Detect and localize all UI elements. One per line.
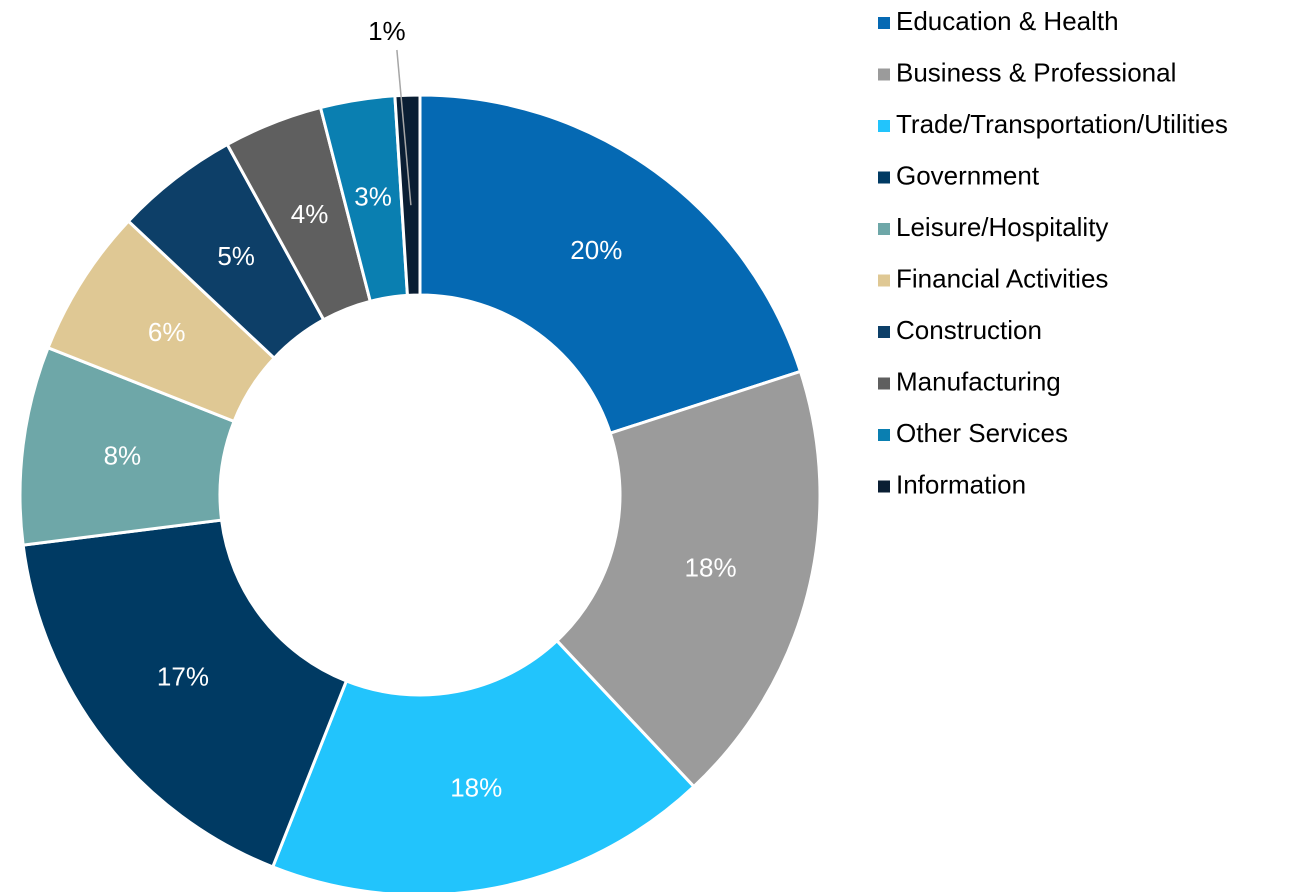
slice-label: 4%: [291, 199, 329, 229]
legend-swatch: [878, 480, 890, 493]
legend-swatch: [878, 429, 890, 441]
slice-label: 1%: [368, 16, 406, 46]
legend-text: Other Services: [896, 418, 1068, 448]
leader-line: [396, 49, 412, 206]
slice: [418, 93, 803, 436]
legend-swatch: [878, 17, 890, 29]
slice: [21, 518, 349, 869]
slice-label: 20%: [570, 235, 622, 265]
slice: [554, 369, 822, 789]
slice-label: 17%: [157, 662, 209, 692]
legend-text: Manufacturing: [896, 366, 1061, 396]
legend-text: Construction: [896, 315, 1042, 345]
legend-text: Financial Activities: [896, 263, 1108, 293]
legend-swatch: [878, 68, 890, 81]
legend-text: Leisure/Hospitality: [896, 212, 1108, 242]
slice-label: 6%: [148, 317, 186, 347]
legend-text: Education & Health: [896, 6, 1119, 36]
legend-swatch: [878, 223, 890, 235]
legend-text: Business & Professional: [896, 57, 1176, 87]
slice-label: 18%: [685, 552, 737, 582]
legend-swatch: [878, 326, 890, 338]
slice-label: 8%: [104, 440, 142, 470]
legend-swatch: [878, 377, 890, 390]
slice-label: 5%: [217, 241, 255, 271]
slice-label: 3%: [354, 182, 392, 212]
legend-text: Trade/Transportation/Utilities: [896, 109, 1228, 139]
legend-text: Government: [896, 160, 1040, 190]
slice-label: 18%: [450, 773, 502, 803]
legend-text: Information: [896, 469, 1026, 499]
legend-swatch: [878, 171, 890, 184]
legend-swatch: [878, 120, 890, 132]
legend-swatch: [878, 274, 890, 287]
slice: [393, 93, 422, 297]
slice: [270, 638, 696, 892]
